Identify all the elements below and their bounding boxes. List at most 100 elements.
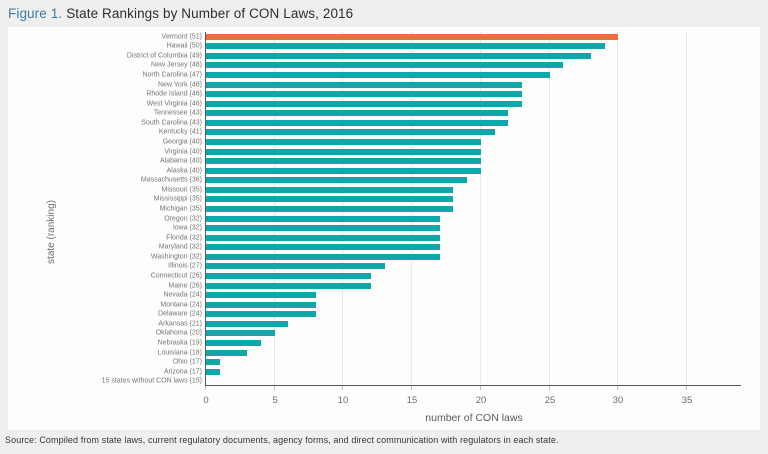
bar-label: Maryland (32) [158, 243, 202, 251]
x-tick-label: 10 [337, 395, 349, 406]
x-tick-label: 5 [272, 395, 278, 406]
bar-label: Delaware (24) [158, 310, 202, 318]
bar-label: Michigan (35) [159, 205, 202, 213]
bar-row: Ohio (17) [173, 357, 741, 367]
bar [206, 205, 454, 212]
bar [206, 148, 481, 155]
bar-label: Arizona (17) [163, 368, 202, 376]
bar-row: Michigan (35) [160, 204, 741, 214]
bar [206, 43, 605, 50]
bar-label: Mississippi (35) [153, 195, 202, 203]
figure-number: Figure 1. [8, 6, 63, 21]
bar-label: Hawaii (50) [166, 42, 202, 50]
bar [206, 359, 220, 366]
bar-label: Nebraska (19) [157, 339, 202, 347]
x-tick-label: 35 [681, 395, 693, 406]
bar-row: Washington (32) [151, 252, 741, 262]
bar [206, 72, 550, 79]
gridline [480, 32, 481, 385]
bar [206, 81, 523, 88]
bar-row: Nevada (24) [163, 290, 741, 300]
x-axis-label: number of CON laws [425, 412, 523, 424]
bar-row: Mississippi (35) [154, 195, 741, 205]
bar [206, 119, 509, 126]
bar-label: Missouri (35) [161, 186, 202, 194]
bar-label: Arkansas (21) [158, 320, 202, 328]
bar-label: Massachusetts (36) [140, 176, 202, 184]
bar [206, 320, 289, 327]
bar-label: South Carolina (43) [141, 119, 202, 127]
bar-row: Georgia (40) [163, 137, 741, 147]
x-tick-mark [686, 386, 687, 390]
bar-row: Massachusetts (36) [141, 176, 741, 186]
bar [206, 52, 591, 59]
bar-label: Oklahoma (20) [155, 329, 202, 337]
bar-row: West Virginia (46) [147, 99, 741, 109]
bar-label: Alabama (40) [159, 157, 202, 165]
bar-row: Kentucky (41) [159, 128, 741, 138]
bar [206, 292, 316, 299]
bar-label: Ohio (17) [172, 358, 202, 366]
bar-row: Nebraska (19) [158, 338, 741, 348]
bar-label: 15 states without CON laws (15) [101, 377, 202, 385]
bar-row: Oklahoma (20) [156, 329, 741, 339]
figure-caption: Figure 1. State Rankings by Number of CON… [8, 6, 353, 21]
gridline [549, 32, 550, 385]
bar-row: Arizona (17) [164, 367, 741, 377]
bar-row: Oregon (32) [164, 214, 741, 224]
bar-label: Montana (24) [160, 301, 202, 309]
x-tick-label: 15 [406, 395, 418, 406]
bar [206, 167, 481, 174]
x-tick-mark [274, 386, 275, 390]
x-tick-mark [480, 386, 481, 390]
bar [206, 330, 275, 337]
chart-card: state (ranking) number of CON laws 0 5 10 1… [8, 27, 760, 430]
bar-row: Louisiana (18) [158, 348, 741, 358]
bar [206, 311, 316, 318]
bar [206, 215, 440, 222]
x-tick-label: 20 [475, 395, 487, 406]
bar-label: Connecticut (26) [150, 272, 202, 280]
bar-row: Illinois (27) [168, 262, 741, 272]
bar-highlighted [206, 33, 619, 40]
bar [206, 177, 468, 184]
x-tick-mark [549, 386, 550, 390]
bar-row: Hawaii (50) [167, 42, 741, 52]
bar-row: North Carolina (47) [142, 70, 741, 80]
bar [206, 253, 440, 260]
bar-label: New York (46) [158, 81, 202, 89]
bar [206, 129, 495, 136]
bar [206, 349, 248, 356]
source-note: Source: Compiled from state laws, curren… [5, 435, 559, 445]
bar [206, 62, 564, 69]
bar-label: Louisiana (18) [157, 349, 202, 356]
bar-row: Alaska (40) [167, 166, 741, 176]
bar [206, 91, 523, 98]
bar [206, 158, 481, 165]
bar [206, 263, 385, 270]
gridline [686, 32, 687, 385]
bar [206, 368, 220, 375]
bar-row: 15 states without CON laws (15) [102, 376, 741, 386]
bar [206, 244, 440, 251]
plot-area: number of CON laws 0 5 10 15 20 25 30 35 Vermont… [102, 32, 741, 424]
x-tick-mark [205, 386, 206, 390]
bar-label: Illinois (27) [168, 262, 202, 270]
bar-label: District of Columbia (49) [126, 52, 202, 60]
bar-label: New Jersey (48) [151, 61, 202, 69]
bar-row: Maryland (32) [159, 242, 741, 252]
bar-row: Maine (26) [169, 281, 741, 291]
y-axis-label-text: state (ranking) [46, 200, 57, 264]
bar-row: Montana (24) [160, 300, 741, 310]
bar [206, 301, 316, 308]
page-title: State Rankings by Number of CON Laws, 20… [66, 6, 354, 21]
gridline [617, 32, 618, 385]
bar-label: Kentucky (41) [158, 128, 202, 136]
bar-label: Rhode Island (46) [146, 90, 202, 98]
bar-row: Iowa (32) [173, 223, 741, 233]
bar-row: South Carolina (43) [141, 118, 741, 128]
bar-label: Oregon (32) [164, 215, 202, 223]
bar-row: District of Columbia (49) [127, 51, 741, 61]
bar [206, 272, 371, 279]
